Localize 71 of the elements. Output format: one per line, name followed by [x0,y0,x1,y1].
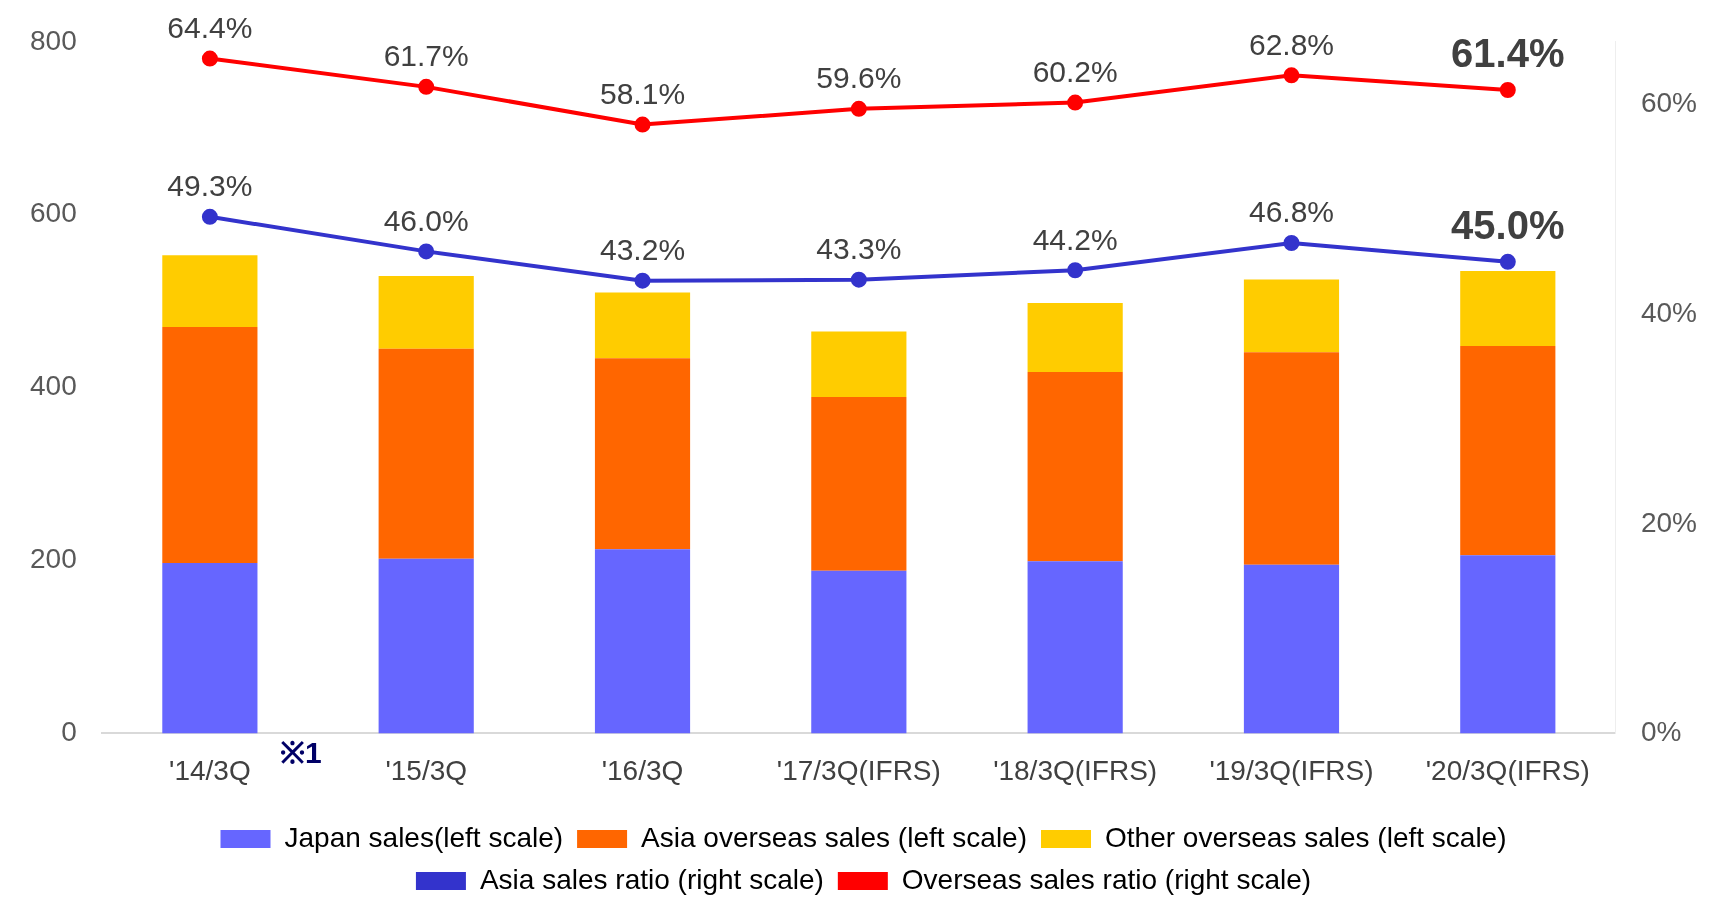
bar [811,397,907,571]
legend-label: Other overseas sales (left scale) [1105,821,1507,853]
legend-label: Overseas sales ratio (right scale) [901,863,1312,895]
legend-label: Asia sales ratio (right scale) [479,863,824,895]
bar [1460,270,1556,347]
y2-tick-label: 20% [1640,506,1698,538]
data-label: 62.8% [1248,27,1335,61]
y2-tick-label: 0% [1640,716,1682,748]
point [1499,253,1516,270]
data-label: 59.6% [816,61,902,95]
bar [378,348,474,559]
x-tick-label: '16/3Q [601,754,684,786]
data-label: 64.4% [167,10,253,44]
point [850,271,867,288]
data-label: 46.8% [1248,195,1335,229]
y-tick-label: 400 [30,370,77,402]
annotation: ※1 [279,735,322,769]
bar [1460,555,1556,734]
bar [594,549,691,734]
x-tick-label: '20/3Q(IFRS) [1425,754,1590,786]
data-label: 61.7% [383,39,469,73]
point [1067,94,1084,111]
y-tick-label: 600 [30,197,77,229]
bar [378,276,474,349]
bar [162,255,258,328]
data-label: 58.1% [599,76,686,110]
x-tick-label: '15/3Q [385,754,468,786]
x-tick-label: '17/3Q(IFRS) [776,754,941,786]
bar [594,292,691,359]
point [201,208,218,225]
point [634,272,651,289]
data-label: 43.2% [599,232,686,266]
point [1283,234,1300,251]
bar [1243,352,1340,565]
bar [162,563,258,734]
bar [811,570,907,734]
data-label: 49.3% [167,169,253,203]
point [850,100,867,117]
data-label: 46.0% [383,203,469,237]
y2-tick-label: 40% [1640,296,1698,328]
data-label: 44.2% [1032,222,1118,256]
bar [594,358,691,550]
bar [1027,561,1123,734]
x-tick-label: '19/3Q(IFRS) [1209,754,1374,786]
y-tick-label: 800 [30,24,77,56]
bar [162,327,258,564]
bar [378,558,474,734]
point [1283,67,1300,84]
bar [1243,564,1340,734]
y2-tick-label: 60% [1640,87,1698,119]
point [418,78,435,95]
bar [1027,372,1123,562]
point [418,243,435,260]
y-tick-label: 0 [61,716,77,748]
legend-label: Asia overseas sales (left scale) [641,821,1028,853]
bar [1460,346,1556,556]
point [1499,82,1516,98]
point [1067,262,1084,279]
bar [1243,279,1340,353]
y-tick-label: 200 [30,543,77,575]
x-tick-label: '14/3Q [169,754,251,786]
legend-label: Japan sales(left scale) [284,821,564,853]
bar [811,331,907,398]
data-label: 61.4% [1451,31,1565,76]
data-label: 60.2% [1032,54,1118,88]
point [201,50,218,67]
data-label: 43.3% [816,231,902,265]
point [634,116,651,133]
bar [1027,302,1123,373]
data-label: 45.0% [1451,202,1565,247]
x-tick-label: '18/3Q(IFRS) [993,754,1158,786]
